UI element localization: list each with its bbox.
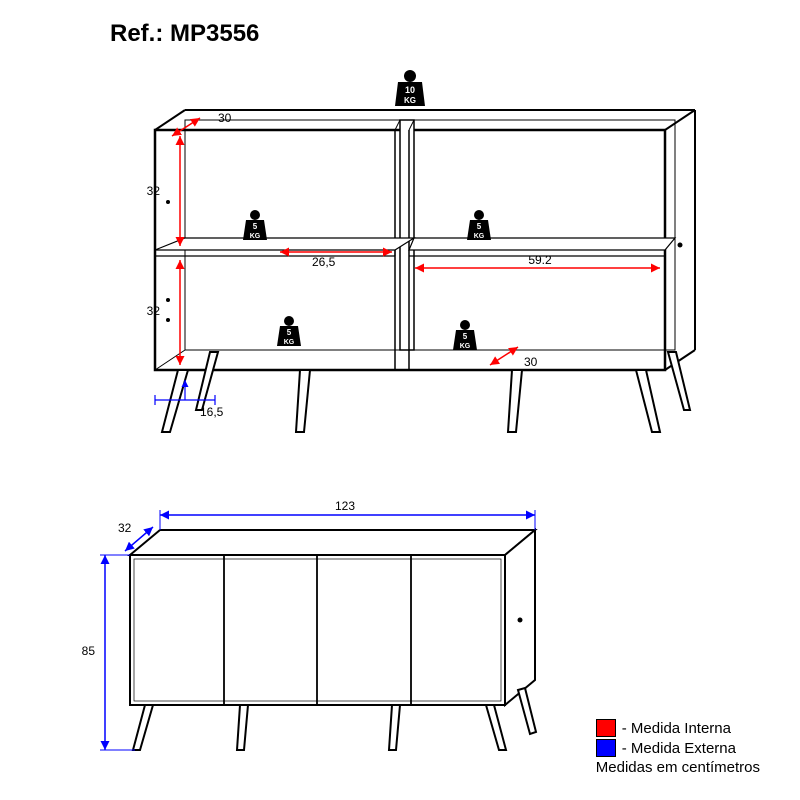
weight-icon-shelf-ur: 5 KG <box>467 210 491 240</box>
swatch-internal <box>596 719 616 737</box>
svg-text:KG: KG <box>474 233 485 240</box>
ref-label: Ref.: <box>110 20 163 47</box>
bottom-cabinet-diagram: 123 32 85 <box>82 499 536 750</box>
svg-text:KG: KG <box>284 339 295 346</box>
weight-icon-shelf-ul: 5 KG <box>243 210 267 240</box>
legend-internal-label: - Medida Interna <box>622 720 731 737</box>
weight-icon-shelf-lr: 5 KG <box>453 320 477 350</box>
dim-leg-offset: 16,5 <box>200 405 224 419</box>
svg-text:5: 5 <box>477 222 482 231</box>
ref-code: MP3556 <box>170 20 259 47</box>
legend-internal: - Medida Interna <box>596 719 760 737</box>
dim-depth: 32 <box>118 521 132 535</box>
weight-top-unit: KG <box>404 96 416 105</box>
svg-text:5: 5 <box>463 332 468 341</box>
dim-height: 85 <box>82 644 96 658</box>
dim-width: 123 <box>335 499 355 513</box>
top-cabinet-diagram: 10 KG 5 KG 5 KG 5 KG 5 KG <box>147 70 695 432</box>
legend-external: - Medida Externa <box>596 739 760 757</box>
svg-text:5: 5 <box>287 328 292 337</box>
svg-text:KG: KG <box>460 343 471 350</box>
dim-shelf-left: 26,5 <box>312 255 336 269</box>
legend: - Medida Interna - Medida Externa Medida… <box>596 719 760 776</box>
legend-external-label: - Medida Externa <box>622 740 736 757</box>
weight-icon-shelf-ll: 5 KG <box>277 316 301 346</box>
svg-text:KG: KG <box>250 233 261 240</box>
dim-depth-bottom: 30 <box>524 355 538 369</box>
dim-h-lower: 32 <box>147 304 161 318</box>
dim-depth-top: 30 <box>218 111 232 125</box>
swatch-external <box>596 739 616 757</box>
legend-unit-note: Medidas em centímetros <box>596 759 760 776</box>
diagram-canvas: 10 KG 5 KG 5 KG 5 KG 5 KG <box>0 0 800 800</box>
reference-title: Ref.: MP3556 <box>110 20 259 48</box>
weight-top-value: 10 <box>405 85 415 95</box>
weight-icon-top: 10 KG <box>395 70 425 106</box>
dim-shelf-right: 59.2 <box>528 253 552 267</box>
svg-text:5: 5 <box>253 222 258 231</box>
dim-h-upper: 32 <box>147 184 161 198</box>
